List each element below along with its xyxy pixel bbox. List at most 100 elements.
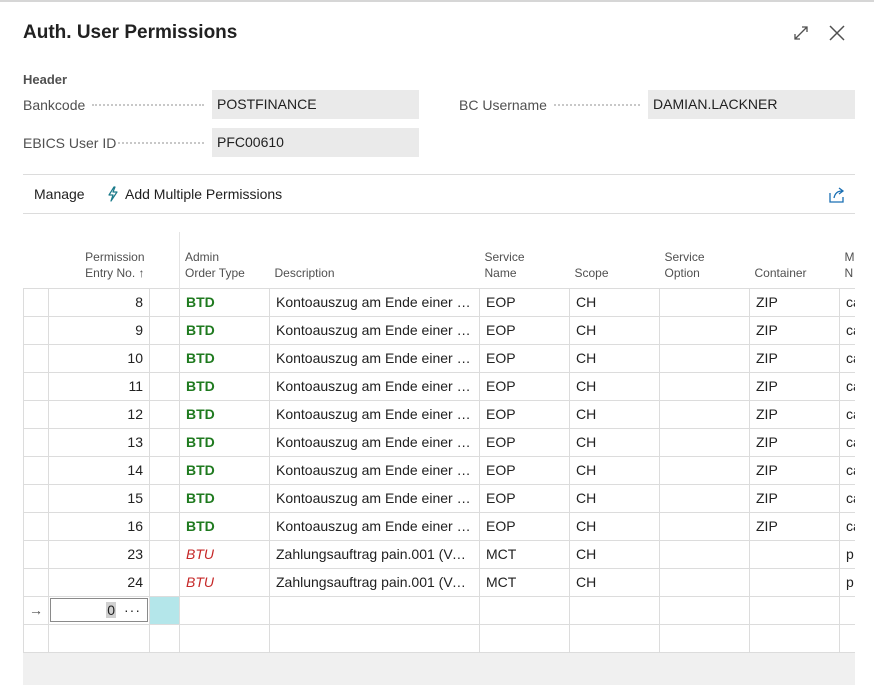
scope-cell[interactable]: CH bbox=[569, 567, 660, 597]
m-cell[interactable]: ca bbox=[839, 511, 855, 541]
column-header-scope[interactable]: Scope bbox=[570, 232, 660, 288]
m-cell[interactable]: p bbox=[839, 539, 855, 569]
description-cell[interactable]: Kontoauszug am Ende einer B... bbox=[269, 455, 480, 485]
entry-no-cell[interactable]: 8 bbox=[48, 287, 150, 317]
service-name-cell[interactable]: EOP bbox=[479, 511, 570, 541]
container-cell[interactable]: ZIP bbox=[749, 287, 840, 317]
bc-username-field[interactable]: DAMIAN.LACKNER bbox=[648, 90, 855, 119]
scope-cell[interactable]: CH bbox=[569, 287, 660, 317]
m-cell[interactable]: ca bbox=[839, 455, 855, 485]
admin-order-type-cell[interactable]: BTD bbox=[179, 371, 270, 401]
empty-cell[interactable] bbox=[479, 595, 570, 625]
service-name-cell[interactable]: EOP bbox=[479, 427, 570, 457]
column-header-service-option[interactable]: Service Option bbox=[660, 232, 750, 288]
entry-no-cell[interactable]: 23 bbox=[48, 539, 150, 569]
table-row[interactable]: 23 BTU Zahlungsauftrag pain.001 (Ver... MCT… bbox=[23, 539, 855, 569]
service-name-cell[interactable]: EOP bbox=[479, 483, 570, 513]
container-cell[interactable]: ZIP bbox=[749, 315, 840, 345]
column-header-description[interactable]: Description bbox=[270, 232, 480, 288]
scope-cell[interactable]: CH bbox=[569, 399, 660, 429]
column-header-container[interactable]: Container bbox=[750, 232, 840, 288]
description-cell[interactable]: Kontoauszug am Ende einer B... bbox=[269, 371, 480, 401]
admin-order-type-cell[interactable]: BTD bbox=[179, 511, 270, 541]
add-multiple-permissions-button[interactable]: Add Multiple Permissions bbox=[107, 186, 282, 202]
column-header-admin-order-type[interactable]: Admin Order Type bbox=[180, 232, 270, 288]
entry-no-cell[interactable]: 9 bbox=[48, 315, 150, 345]
container-cell[interactable]: ZIP bbox=[749, 511, 840, 541]
share-button[interactable] bbox=[828, 186, 846, 204]
table-row[interactable]: 13 BTD Kontoauszug am Ende einer B... EOP CH… bbox=[23, 427, 855, 457]
column-header-permission-entry-no[interactable]: Permission Entry No. ↑ bbox=[49, 232, 150, 288]
scope-cell[interactable]: CH bbox=[569, 371, 660, 401]
container-cell[interactable] bbox=[749, 567, 840, 597]
admin-order-type-cell[interactable]: BTD bbox=[179, 399, 270, 429]
empty-cell[interactable] bbox=[839, 595, 855, 625]
empty-cell[interactable] bbox=[269, 595, 480, 625]
scope-cell[interactable]: CH bbox=[569, 539, 660, 569]
admin-order-type-cell[interactable]: BTD bbox=[179, 455, 270, 485]
service-option-cell[interactable] bbox=[659, 539, 750, 569]
entry-no-cell[interactable]: 12 bbox=[48, 399, 150, 429]
empty-cell[interactable] bbox=[659, 595, 750, 625]
container-cell[interactable]: ZIP bbox=[749, 343, 840, 373]
description-cell[interactable]: Kontoauszug am Ende einer B... bbox=[269, 399, 480, 429]
admin-order-type-cell[interactable]: BTD bbox=[179, 343, 270, 373]
entry-no-cell[interactable]: 13 bbox=[48, 427, 150, 457]
table-row[interactable]: 16 BTD Kontoauszug am Ende einer B... EOP CH… bbox=[23, 511, 855, 541]
m-cell[interactable]: ca bbox=[839, 343, 855, 373]
lookup-ellipsis-button[interactable]: ··· bbox=[124, 602, 141, 618]
bankcode-field[interactable]: POSTFINANCE bbox=[212, 90, 419, 119]
scope-cell[interactable]: CH bbox=[569, 455, 660, 485]
table-row[interactable]: 12 BTD Kontoauszug am Ende einer B... EOP CH… bbox=[23, 399, 855, 429]
admin-order-type-cell[interactable]: BTD bbox=[179, 287, 270, 317]
description-cell[interactable]: Kontoauszug am Ende einer B... bbox=[269, 483, 480, 513]
service-option-cell[interactable] bbox=[659, 287, 750, 317]
service-option-cell[interactable] bbox=[659, 315, 750, 345]
container-cell[interactable]: ZIP bbox=[749, 455, 840, 485]
container-cell[interactable]: ZIP bbox=[749, 399, 840, 429]
service-option-cell[interactable] bbox=[659, 427, 750, 457]
admin-order-type-cell[interactable]: BTU bbox=[179, 539, 270, 569]
scope-cell[interactable]: CH bbox=[569, 343, 660, 373]
entry-no-cell[interactable]: 14 bbox=[48, 455, 150, 485]
empty-cell[interactable] bbox=[569, 595, 660, 625]
entry-no-cell[interactable]: 10 bbox=[48, 343, 150, 373]
table-row[interactable]: 15 BTD Kontoauszug am Ende einer B... EOP CH… bbox=[23, 483, 855, 513]
description-cell[interactable]: Kontoauszug am Ende einer B... bbox=[269, 343, 480, 373]
new-entry-no-input[interactable]: 0 ··· bbox=[50, 598, 148, 622]
description-cell[interactable]: Kontoauszug am Ende einer B... bbox=[269, 511, 480, 541]
admin-order-type-cell[interactable]: BTD bbox=[179, 315, 270, 345]
new-row[interactable]: → 0 ··· bbox=[23, 595, 855, 625]
service-name-cell[interactable]: EOP bbox=[479, 343, 570, 373]
service-name-cell[interactable]: EOP bbox=[479, 315, 570, 345]
table-row[interactable]: 8 BTD Kontoauszug am Ende einer B... EOP CH Z… bbox=[23, 287, 855, 317]
entry-no-cell[interactable]: 15 bbox=[48, 483, 150, 513]
service-name-cell[interactable]: EOP bbox=[479, 287, 570, 317]
m-cell[interactable]: ca bbox=[839, 315, 855, 345]
new-entry-no-cell[interactable]: 0 ··· bbox=[48, 595, 150, 625]
scope-cell[interactable]: CH bbox=[569, 511, 660, 541]
container-cell[interactable]: ZIP bbox=[749, 371, 840, 401]
description-cell[interactable]: Zahlungsauftrag pain.001 (Ver... bbox=[269, 539, 480, 569]
service-option-cell[interactable] bbox=[659, 399, 750, 429]
service-option-cell[interactable] bbox=[659, 343, 750, 373]
scope-cell[interactable]: CH bbox=[569, 315, 660, 345]
empty-cell[interactable] bbox=[749, 595, 840, 625]
admin-order-type-cell[interactable]: BTU bbox=[179, 567, 270, 597]
ebics-user-id-field[interactable]: PFC00610 bbox=[212, 128, 419, 157]
table-row[interactable]: 10 BTD Kontoauszug am Ende einer B... EOP CH… bbox=[23, 343, 855, 373]
service-option-cell[interactable] bbox=[659, 483, 750, 513]
table-row[interactable]: 24 BTU Zahlungsauftrag pain.001 (Ver... MCT… bbox=[23, 567, 855, 597]
container-cell[interactable]: ZIP bbox=[749, 483, 840, 513]
manage-menu-button[interactable]: Manage bbox=[34, 186, 85, 202]
table-row[interactable]: 14 BTD Kontoauszug am Ende einer B... EOP CH… bbox=[23, 455, 855, 485]
admin-order-type-cell[interactable]: BTD bbox=[179, 427, 270, 457]
container-cell[interactable] bbox=[749, 539, 840, 569]
description-cell[interactable]: Zahlungsauftrag pain.001 (Ver... bbox=[269, 567, 480, 597]
container-cell[interactable]: ZIP bbox=[749, 427, 840, 457]
service-name-cell[interactable]: MCT bbox=[479, 539, 570, 569]
entry-no-cell[interactable]: 11 bbox=[48, 371, 150, 401]
m-cell[interactable]: ca bbox=[839, 399, 855, 429]
scope-cell[interactable]: CH bbox=[569, 427, 660, 457]
expand-button[interactable] bbox=[790, 22, 812, 44]
